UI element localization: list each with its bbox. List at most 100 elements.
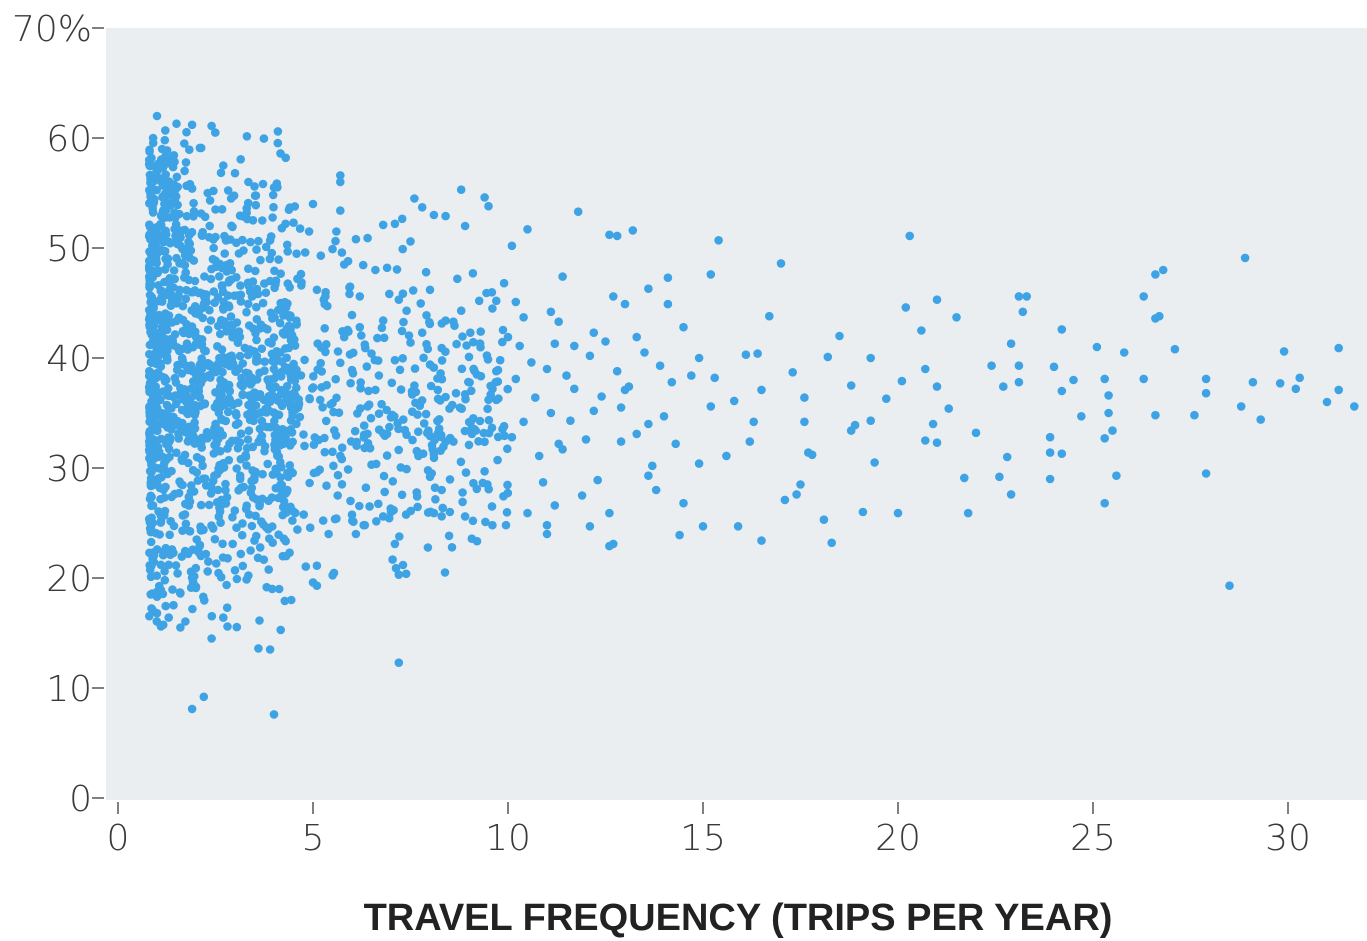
data-point bbox=[285, 283, 295, 292]
data-point bbox=[474, 296, 484, 306]
data-point bbox=[406, 237, 415, 246]
data-point bbox=[200, 474, 210, 484]
data-point bbox=[589, 328, 599, 338]
data-point bbox=[183, 458, 193, 468]
data-point bbox=[171, 192, 181, 201]
data-point bbox=[1190, 410, 1199, 420]
data-point bbox=[359, 421, 369, 430]
data-point bbox=[257, 416, 267, 426]
data-point bbox=[581, 435, 591, 444]
data-point bbox=[460, 221, 470, 231]
data-point bbox=[358, 260, 368, 270]
data-point bbox=[1334, 385, 1343, 395]
data-point bbox=[897, 376, 907, 386]
data-point bbox=[437, 374, 447, 384]
data-point bbox=[333, 470, 343, 480]
data-point bbox=[494, 394, 503, 403]
data-point bbox=[148, 501, 158, 510]
data-point bbox=[156, 434, 166, 444]
data-point bbox=[427, 440, 437, 450]
data-point bbox=[1057, 386, 1067, 396]
data-point bbox=[356, 384, 365, 393]
data-point bbox=[438, 503, 448, 513]
data-point bbox=[145, 441, 154, 450]
data-point bbox=[322, 380, 332, 390]
data-point bbox=[1045, 448, 1055, 457]
data-point bbox=[502, 508, 512, 517]
data-point bbox=[213, 485, 223, 495]
data-point bbox=[385, 422, 394, 432]
data-point bbox=[300, 248, 310, 257]
data-point bbox=[166, 301, 176, 311]
data-point bbox=[870, 458, 879, 467]
data-point bbox=[425, 431, 435, 441]
data-point bbox=[461, 468, 471, 477]
data-point bbox=[251, 401, 261, 410]
data-point bbox=[450, 321, 459, 331]
data-point bbox=[243, 198, 253, 208]
data-point bbox=[659, 412, 669, 421]
data-point bbox=[268, 213, 277, 222]
data-point bbox=[315, 465, 325, 475]
data-point bbox=[148, 185, 157, 194]
data-point bbox=[419, 353, 428, 363]
data-point bbox=[413, 410, 422, 419]
data-point bbox=[498, 325, 508, 335]
data-point bbox=[232, 238, 241, 248]
data-point bbox=[398, 244, 408, 254]
data-point bbox=[651, 485, 661, 495]
data-point bbox=[694, 459, 704, 468]
data-point bbox=[197, 303, 207, 313]
data-point bbox=[216, 446, 225, 456]
data-point bbox=[190, 439, 199, 448]
data-point bbox=[757, 385, 766, 395]
data-point bbox=[158, 550, 168, 560]
data-point bbox=[425, 285, 435, 295]
data-point bbox=[156, 560, 166, 570]
data-point bbox=[147, 460, 156, 470]
data-point bbox=[181, 252, 190, 261]
data-point bbox=[178, 356, 187, 365]
data-point bbox=[757, 536, 766, 545]
data-point bbox=[1022, 292, 1031, 301]
data-point bbox=[1100, 374, 1109, 384]
data-point bbox=[433, 429, 443, 438]
data-point bbox=[197, 433, 207, 443]
data-point bbox=[162, 146, 172, 155]
data-point bbox=[597, 392, 606, 401]
data-point bbox=[220, 231, 229, 241]
data-point bbox=[285, 203, 295, 212]
data-point bbox=[238, 212, 248, 221]
data-point bbox=[148, 415, 158, 424]
data-point bbox=[347, 310, 357, 320]
data-point bbox=[566, 416, 575, 426]
data-point bbox=[644, 419, 653, 429]
data-point bbox=[218, 303, 228, 313]
data-point bbox=[605, 541, 614, 551]
data-point bbox=[250, 182, 259, 191]
data-point bbox=[451, 388, 461, 398]
data-point bbox=[410, 194, 419, 203]
data-point bbox=[293, 525, 302, 534]
data-point bbox=[247, 521, 257, 531]
data-point bbox=[397, 326, 407, 336]
data-point bbox=[230, 506, 240, 515]
data-point bbox=[439, 442, 448, 452]
data-point bbox=[404, 331, 414, 340]
data-point bbox=[460, 512, 470, 521]
y-tick-label: 50 bbox=[46, 229, 92, 270]
data-point bbox=[246, 237, 255, 247]
data-point bbox=[270, 416, 279, 426]
data-point bbox=[423, 543, 433, 552]
x-tick-label: 25 bbox=[1070, 818, 1116, 859]
data-point bbox=[192, 535, 201, 544]
data-point bbox=[194, 548, 204, 557]
data-point bbox=[204, 500, 214, 510]
data-point bbox=[499, 492, 508, 501]
data-point bbox=[729, 396, 739, 406]
data-point bbox=[206, 489, 216, 498]
data-point bbox=[188, 604, 197, 614]
data-point bbox=[423, 508, 433, 517]
data-point bbox=[219, 613, 228, 622]
